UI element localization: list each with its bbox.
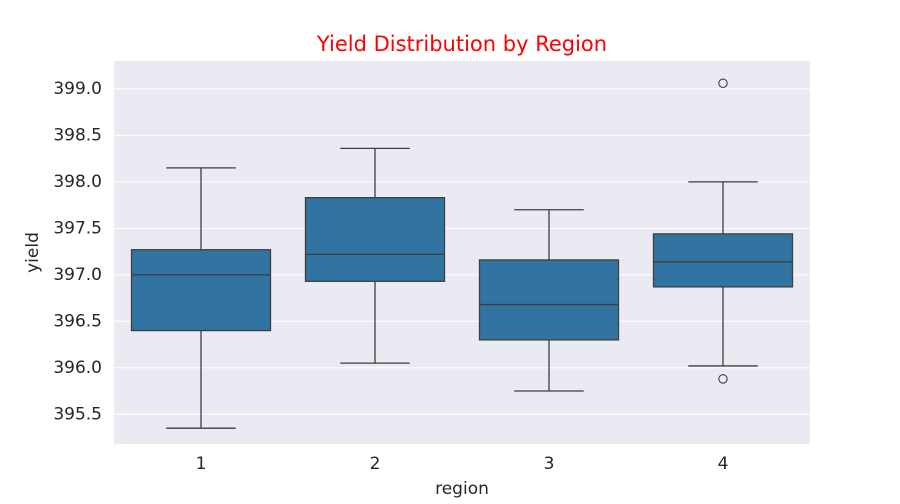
x-axis: 1 2 3 4 (196, 454, 729, 474)
x-tick-label: 4 (718, 454, 729, 474)
y-tick-label: 398.5 (53, 125, 102, 145)
box-iqr (478, 259, 620, 341)
box-group (652, 78, 794, 384)
y-tick-label: 396.5 (53, 311, 102, 331)
box-iqr (304, 197, 446, 282)
y-tick-label: 397.5 (53, 218, 102, 238)
y-tick-label: 398.0 (53, 172, 102, 192)
chart-title: Yield Distribution by Region (316, 32, 607, 56)
y-tick-label: 396.0 (53, 358, 102, 378)
box-group (130, 167, 272, 429)
outlier-point (718, 78, 728, 89)
y-tick-label: 397.0 (53, 265, 102, 285)
x-axis-label: region (435, 479, 489, 499)
box-iqr (652, 233, 794, 288)
y-tick-label: 395.5 (53, 404, 102, 424)
x-tick-label: 3 (544, 454, 555, 474)
y-tick-label: 399.0 (53, 79, 102, 99)
outlier-point (718, 374, 728, 384)
x-tick-label: 2 (370, 454, 381, 474)
x-tick-label: 1 (196, 454, 207, 474)
boxes-group (130, 78, 794, 429)
box-group (304, 147, 446, 364)
box-iqr (130, 249, 272, 332)
y-axis-label: yield (23, 232, 43, 273)
box-group (478, 209, 620, 392)
y-axis: 395.5 396.0 396.5 397.0 397.5 398.0 398.5 399.0 (53, 79, 102, 424)
